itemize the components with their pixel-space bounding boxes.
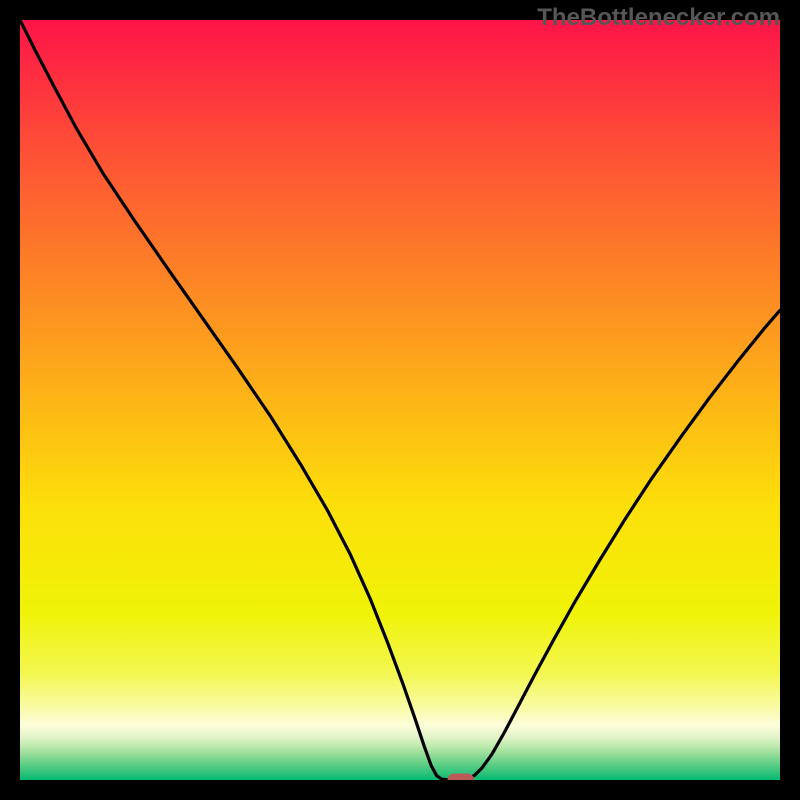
chart-stage: TheBottlenecker.com [0,0,800,800]
watermark-layer: TheBottlenecker.com [0,0,800,800]
watermark-text: TheBottlenecker.com [537,4,780,32]
